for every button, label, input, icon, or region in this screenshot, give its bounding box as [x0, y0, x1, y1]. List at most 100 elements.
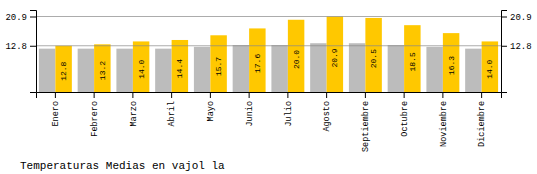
bar	[327, 17, 343, 92]
bar	[288, 20, 304, 92]
axis-line	[502, 11, 508, 93]
data-label: 13.2	[98, 61, 107, 80]
bar	[210, 35, 226, 92]
tick-mark	[404, 92, 405, 98]
tick-label: 12.8	[5, 42, 27, 52]
data-label: 17.6	[253, 54, 262, 73]
bar	[365, 18, 381, 92]
tick-label: 20.9	[510, 13, 532, 23]
tick-label: Mayo	[206, 101, 216, 121]
grid-line	[36, 16, 501, 17]
tick-mark	[481, 92, 482, 98]
tick: Enero	[51, 92, 61, 127]
data-label: 14.0	[137, 59, 146, 78]
tick-label: Febrero	[90, 101, 100, 137]
bar	[116, 49, 132, 92]
data-label: 14.4	[175, 59, 184, 78]
tick-mark	[365, 92, 366, 98]
bar-series	[55, 17, 498, 92]
tick-mark	[55, 92, 56, 98]
bar	[426, 47, 442, 92]
bar	[94, 44, 110, 92]
bar	[78, 49, 94, 92]
tick: Mayo	[206, 92, 216, 121]
data-label: 20.0	[292, 50, 301, 69]
chart-container: Enero Febrero Marzo Abril Mayo Junio Julio Agos…	[0, 0, 537, 174]
tick-mark	[249, 92, 250, 98]
tick: 20.9	[501, 13, 532, 23]
tick: Marzo	[129, 92, 139, 127]
bar	[55, 46, 71, 92]
y-axis-right: 12.8 20.9	[501, 11, 532, 93]
tick-label: Marzo	[129, 101, 139, 127]
tick-mark	[30, 17, 36, 18]
tick-label: Septiembre	[361, 101, 371, 152]
tick: 20.9	[5, 13, 36, 23]
tick: Julio	[284, 92, 294, 127]
tick-mark	[30, 46, 36, 47]
bar	[194, 47, 210, 92]
tick: Abril	[167, 92, 177, 127]
tick: 12.8	[5, 42, 36, 52]
tick: 12.8	[501, 42, 532, 52]
grid-line	[36, 45, 501, 46]
bar	[172, 40, 188, 92]
tick-label: Abril	[167, 101, 177, 127]
x-axis: Enero Febrero Marzo Abril Mayo Junio Julio Agos…	[37, 92, 502, 152]
tick-label: 20.9	[5, 13, 27, 23]
tick-mark	[287, 92, 288, 98]
data-label: 15.7	[214, 57, 223, 76]
data-label: 12.8	[59, 61, 68, 80]
tick-label: Octubre	[400, 101, 410, 137]
data-label: 18.5	[408, 52, 417, 71]
axis-line	[30, 11, 37, 93]
tick: Septiembre	[361, 92, 371, 152]
tick-mark	[94, 92, 95, 98]
tick-mark	[210, 92, 211, 98]
bar	[155, 49, 171, 92]
tick-mark	[132, 92, 133, 98]
tick: Agosto	[322, 92, 332, 132]
tick-label: Julio	[284, 101, 294, 127]
data-labels: 12.8 13.2 14.0 14.4 15.7 17.6 20.0 20.9 20.5 18.5…	[59, 48, 494, 81]
tick-mark	[326, 92, 327, 98]
chart-svg: Enero Febrero Marzo Abril Mayo Junio Julio Agos…	[0, 0, 537, 174]
tick-label: 12.8	[510, 42, 532, 52]
bar	[39, 49, 55, 92]
bar	[310, 43, 326, 92]
grid	[36, 17, 501, 46]
data-label: 16.3	[447, 56, 456, 75]
tick-mark	[171, 92, 172, 98]
bar	[349, 43, 365, 92]
y-axis: 12.8 20.9	[5, 11, 36, 93]
bars	[36, 17, 501, 92]
bar	[271, 45, 287, 92]
tick: Diciembre	[477, 92, 487, 147]
tick-mark	[442, 92, 443, 98]
tick: Junio	[245, 92, 255, 127]
bar	[404, 25, 420, 92]
tick-label: Agosto	[322, 101, 332, 132]
bar	[233, 45, 249, 92]
plot-area: Enero Febrero Marzo Abril Mayo Junio Julio Agos…	[5, 11, 531, 153]
tick-label: Junio	[245, 101, 255, 127]
bar	[443, 33, 459, 92]
tick: Noviembre	[439, 92, 449, 147]
bar	[388, 45, 404, 92]
bar	[249, 28, 265, 92]
tick-label: Noviembre	[439, 101, 449, 147]
bar	[133, 41, 149, 92]
tick-mark	[501, 17, 507, 18]
data-label: 14.0	[485, 59, 494, 78]
tick-label: Enero	[51, 101, 61, 127]
axis-line	[37, 93, 502, 99]
tick-label: Diciembre	[477, 101, 487, 147]
title: Temperaturas Medias en vajol la	[20, 160, 225, 172]
bar	[465, 49, 481, 92]
data-label: 20.9	[330, 48, 339, 67]
tick: Febrero	[90, 92, 100, 137]
tick-mark	[501, 46, 507, 47]
tick: Octubre	[400, 92, 410, 137]
data-label: 20.5	[369, 49, 378, 68]
bar	[482, 41, 498, 92]
